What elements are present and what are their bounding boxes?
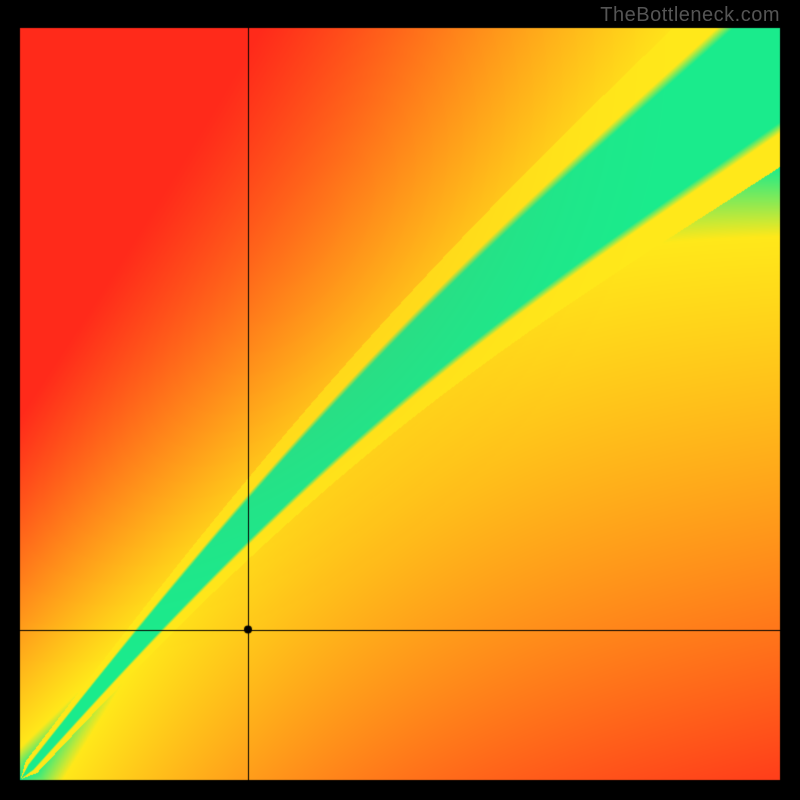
chart-container: TheBottleneck.com [0, 0, 800, 800]
watermark-text: TheBottleneck.com [600, 4, 780, 27]
heatmap-canvas [0, 0, 800, 800]
